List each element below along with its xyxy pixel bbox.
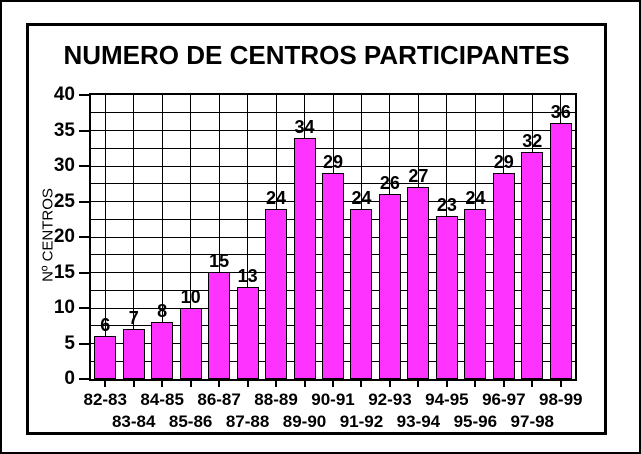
bar-value-label: 6: [100, 315, 111, 335]
x-tick-label: 95-96: [453, 412, 498, 431]
bar-value-label: 15: [209, 251, 230, 271]
x-tick: [445, 381, 448, 387]
x-tick: [388, 381, 391, 387]
x-tick: [303, 381, 306, 387]
x-tick: [246, 381, 249, 387]
bar: [293, 138, 316, 379]
v-gridline: [218, 95, 220, 379]
x-tick: [531, 381, 534, 387]
x-tick-label: 82-83: [83, 390, 127, 409]
y-tick: [79, 271, 91, 274]
y-tick-label: 5: [64, 332, 75, 354]
v-gridline: [104, 95, 106, 379]
bar-value-label: 27: [408, 166, 429, 186]
x-tick-label: 92-93: [368, 390, 412, 409]
bar-value-label: 36: [550, 102, 571, 122]
y-tick-label: 40: [53, 84, 75, 105]
x-tick-label: 97-98: [510, 412, 555, 431]
bar-value-label: 23: [436, 195, 457, 215]
bar: [94, 336, 117, 379]
y-tick-label: 25: [53, 190, 75, 212]
bar: [122, 329, 145, 379]
y-tick: [79, 129, 91, 132]
x-tick-label: 84-85: [140, 390, 184, 409]
bar-value-label: 34: [294, 117, 315, 137]
v-gridline: [161, 95, 163, 379]
bar-value-label: 29: [493, 152, 514, 172]
bar: [236, 287, 259, 379]
bar-value-label: 26: [379, 173, 400, 193]
y-tick-label: 0: [64, 368, 75, 389]
bar: [492, 173, 515, 379]
bar-value-label: 24: [351, 188, 372, 208]
bar: [435, 216, 458, 379]
y-tick: [79, 165, 91, 167]
x-tick: [559, 381, 562, 387]
x-tick-label: 87-88: [225, 412, 270, 431]
y-tick-label: 30: [53, 155, 75, 176]
x-tick: [161, 381, 164, 387]
x-tick: [189, 381, 192, 387]
x-tick-label: 85-86: [168, 412, 213, 431]
bar: [179, 308, 202, 379]
x-tick: [502, 381, 505, 387]
x-tick: [474, 381, 477, 387]
bar-value-label: 24: [465, 188, 486, 208]
x-tick-label: 96-97: [482, 390, 526, 409]
plot-area: 6 7 8 10 15 13 24 34 29 24 26 27 23 24 29 32 36: [89, 93, 577, 381]
bar: [378, 194, 401, 379]
y-tick-label: 10: [53, 297, 75, 318]
x-tick: [417, 381, 420, 387]
x-tick: [104, 381, 107, 387]
bar-value-label: 7: [128, 308, 139, 328]
y-tick: [79, 94, 91, 96]
bar-value-label: 10: [180, 287, 201, 307]
bar: [208, 272, 231, 379]
bar: [521, 152, 544, 379]
bar-value-label: 24: [266, 188, 287, 208]
x-tick-label: 93-94: [396, 412, 441, 431]
x-tick: [218, 381, 221, 387]
y-tick: [79, 307, 91, 309]
bar: [265, 209, 288, 379]
x-tick-label: 86-87: [197, 390, 241, 409]
x-tick-label: 90-91: [311, 390, 355, 409]
x-tick: [275, 381, 278, 387]
bar: [549, 123, 572, 379]
bar-value-label: 29: [322, 152, 344, 172]
bar-value-label: 13: [237, 266, 258, 286]
y-tick: [79, 342, 91, 345]
chart-title: NUMERO DE CENTROS PARTICIPANTES: [63, 40, 570, 70]
y-tick: [79, 236, 91, 238]
y-tick-label: 20: [53, 226, 75, 247]
x-tick: [332, 381, 334, 387]
y-tick: [79, 378, 91, 380]
v-gridline: [133, 95, 135, 379]
v-gridline: [247, 95, 249, 379]
x-tick-label: 98-99: [539, 390, 583, 409]
v-gridline: [190, 95, 192, 379]
x-tick: [360, 381, 363, 387]
x-tick-label: 83-84: [111, 412, 156, 431]
bar-value-label: 32: [522, 131, 543, 151]
y-tick-label: 15: [53, 261, 75, 283]
x-tick-label: 94-95: [425, 390, 469, 409]
bar: [407, 187, 430, 379]
y-tick-label: 35: [53, 119, 75, 141]
x-tick: [132, 381, 135, 387]
y-tick: [79, 200, 91, 203]
x-tick-label: 88-89: [254, 390, 298, 409]
x-tick-label: 89-90: [282, 412, 327, 431]
bar: [322, 173, 344, 379]
x-tick-label: 91-92: [339, 412, 384, 431]
bar: [464, 209, 487, 379]
bar: [151, 322, 174, 379]
bar-value-label: 8: [157, 301, 168, 321]
bar: [350, 209, 373, 379]
